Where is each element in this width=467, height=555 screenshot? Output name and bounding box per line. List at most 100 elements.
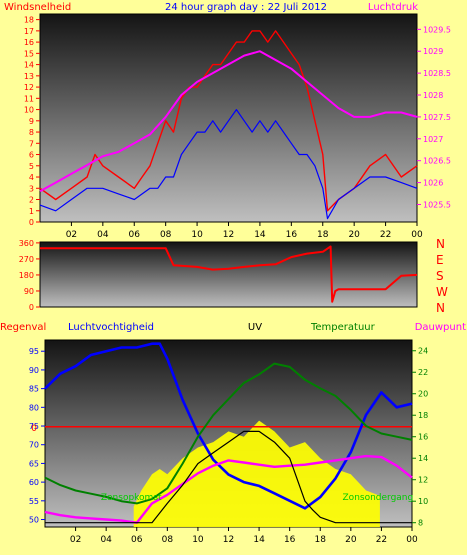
- wind-y-axis-label: 2: [29, 196, 34, 205]
- wind-gust-series: [39, 30, 418, 212]
- temperature-series: [44, 362, 413, 505]
- solar-radiation-area: [133, 420, 380, 527]
- wind-y-axis-label: 5: [29, 162, 34, 171]
- humidity-x-axis-label: 14: [253, 535, 265, 545]
- humidity-x-axis-label: 02: [70, 535, 81, 545]
- pressure-y-axis-label: 1029.5: [423, 25, 451, 34]
- wind-y-axis-label: 4: [29, 173, 34, 182]
- dauwpunt-label: Dauwpunt: [415, 322, 466, 333]
- pressure-y-axis-label: 1029: [423, 47, 443, 56]
- direction-y-axis-label: 360: [19, 239, 34, 248]
- humidity-y-axis-label: 85: [29, 385, 39, 394]
- direction-y-axis-label: 270: [19, 255, 34, 264]
- temperature-y-axis-label: 20: [418, 390, 428, 399]
- humidity-x-axis-label: 12: [223, 535, 234, 545]
- humidity-series: [44, 342, 413, 510]
- wind-y-axis-label: 13: [24, 72, 34, 81]
- wind-y-axis-label: 7: [29, 139, 34, 148]
- wind-y-axis-label: 18: [24, 16, 34, 25]
- pressure-y-axis-label: 1026: [423, 179, 443, 188]
- wind-x-axis-label: 18: [317, 230, 329, 240]
- temperature-y-axis-label: 18: [418, 411, 428, 420]
- wind-y-axis-label: 0: [29, 218, 34, 227]
- wind-y-axis-label: 14: [24, 61, 34, 70]
- wind-x-axis-label: 04: [97, 230, 109, 240]
- windsnelheid-label: Windsnelheid: [4, 2, 71, 13]
- wind-x-axis-label: 00: [411, 230, 423, 240]
- wind-x-axis-label: 08: [160, 230, 172, 240]
- temperature-y-axis-label: 14: [418, 454, 428, 463]
- humidity-y-axis-label: 75: [29, 422, 39, 431]
- wind-x-axis-label: 14: [254, 230, 266, 240]
- humidity-x-axis-label: 22: [376, 535, 387, 545]
- humidity-x-axis-label: 00: [406, 535, 418, 545]
- wind-x-axis-label: 02: [66, 230, 77, 240]
- humidity-x-axis-label: 08: [162, 535, 174, 545]
- temperature-y-axis-label: 10: [418, 497, 428, 506]
- humidity-y-axis-label: 90: [29, 366, 39, 375]
- humidity-y-axis-label: 60: [29, 478, 39, 487]
- wind-y-axis-label: 11: [24, 94, 34, 103]
- wind-y-axis-label: 15: [24, 49, 34, 58]
- compass-label: S: [436, 269, 444, 283]
- humidity-x-axis-label: 06: [131, 535, 143, 545]
- pressure-y-axis-label: 1027.5: [423, 113, 451, 122]
- humidity-y-axis-label: 70: [29, 441, 39, 450]
- chart-title: 24 hour graph day : 22 Juli 2012: [165, 2, 327, 13]
- temperature-y-axis-label: 24: [418, 347, 428, 356]
- sunset-annotation: Zonsondergang: [343, 493, 414, 503]
- wind-x-axis-label: 06: [129, 230, 141, 240]
- humidity-x-axis-label: 20: [345, 535, 357, 545]
- pressure-y-axis-label: 1027: [423, 135, 443, 144]
- temperatuur-label: Temperatuur: [310, 322, 376, 333]
- temperature-y-axis-label: 22: [418, 368, 428, 377]
- pressure-y-axis-label: 1025.5: [423, 200, 451, 209]
- humidity-x-axis-label: 10: [192, 535, 204, 545]
- wind-direction-plot-area: [39, 241, 418, 308]
- compass-label: N: [436, 237, 445, 251]
- pressure-y-axis-label: 1028: [423, 91, 443, 100]
- humidity-y-axis-label: 50: [29, 516, 39, 525]
- uv-series: [45, 430, 412, 524]
- wind-y-axis-label: 6: [29, 151, 34, 160]
- humidity-x-axis-label: 04: [100, 535, 112, 545]
- luchtvochtigheid-label: Luchtvochtigheid: [68, 322, 154, 333]
- humidity-y-axis-label: 55: [29, 497, 39, 506]
- wind-direction-series: [40, 245, 418, 303]
- wind-y-axis-label: 17: [24, 27, 34, 36]
- compass-label: N: [436, 301, 445, 315]
- direction-y-axis-label: 0: [29, 303, 34, 312]
- wind-x-axis-label: 12: [223, 230, 234, 240]
- temperature-y-axis-label: 12: [418, 476, 428, 485]
- wind-y-axis-label: 3: [29, 184, 34, 193]
- regenval-label: Regenval: [0, 322, 46, 333]
- compass-label: W: [436, 285, 448, 299]
- temperature-y-axis-label: 16: [418, 433, 428, 442]
- wind-x-axis-label: 20: [348, 230, 360, 240]
- pressure-y-axis-label: 1026.5: [423, 157, 451, 166]
- rainfall-zero-label: 0: [31, 424, 37, 434]
- humidity-x-axis-label: 16: [284, 535, 296, 545]
- wind-y-axis-label: 16: [24, 38, 34, 47]
- luchtdruk-label: Luchtdruk: [368, 2, 418, 13]
- direction-y-axis-label: 90: [24, 287, 34, 296]
- wind-x-axis-label: 16: [286, 230, 298, 240]
- pressure-y-axis-label: 1028.5: [423, 69, 451, 78]
- wind-speed-series: [39, 108, 418, 220]
- humidity-y-axis-label: 65: [29, 459, 39, 468]
- wind-y-axis-label: 8: [29, 128, 34, 137]
- wind-x-axis-label: 10: [191, 230, 203, 240]
- direction-y-axis-label: 180: [19, 271, 34, 280]
- wind-y-axis-label: 1: [29, 207, 34, 216]
- wind-pressure-plot-area: [39, 13, 418, 223]
- wind-y-axis-label: 10: [24, 106, 34, 115]
- pressure-series: [39, 50, 418, 193]
- sunrise-annotation: Zonsopkomst: [101, 493, 162, 503]
- uv-label: UV: [248, 322, 262, 333]
- compass-label: E: [436, 253, 444, 267]
- chart-layer: Windsnelheid 24 hour graph day : 22 Juli …: [0, 2, 466, 545]
- humidity-y-axis-label: 80: [29, 403, 39, 412]
- temperature-y-axis-label: 8: [418, 519, 423, 528]
- humidity-y-axis-label: 95: [29, 347, 39, 356]
